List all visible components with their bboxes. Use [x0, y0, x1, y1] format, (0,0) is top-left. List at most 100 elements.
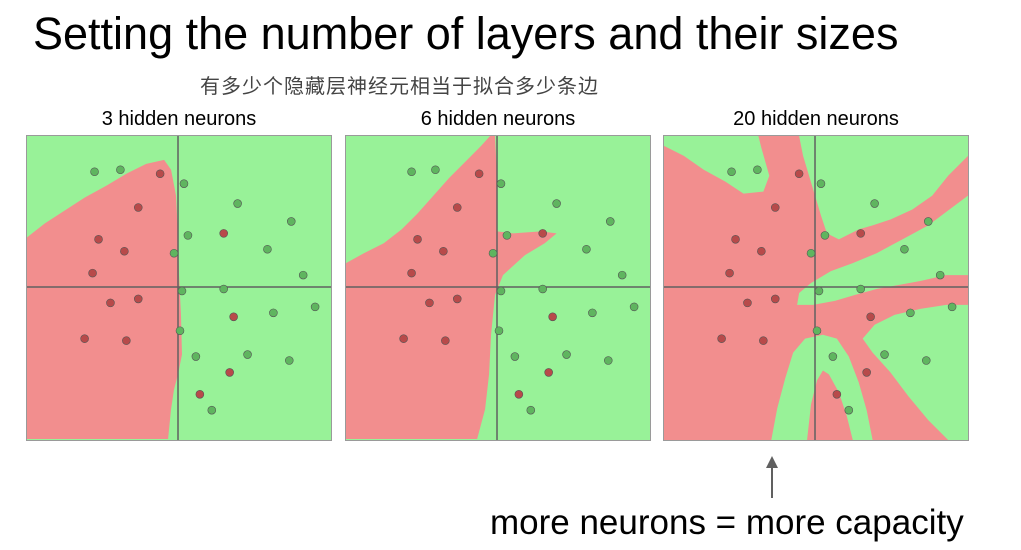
green-point [285, 356, 294, 365]
red-point [452, 203, 462, 212]
red-point [195, 390, 205, 399]
green-point [906, 308, 915, 318]
green-point [816, 179, 826, 188]
red-point [743, 298, 752, 308]
red-point [832, 390, 842, 399]
red-point [866, 312, 875, 322]
red-point [538, 229, 547, 238]
red-point [548, 312, 557, 322]
green-point [263, 244, 272, 254]
green-point [191, 352, 201, 361]
red-point [94, 235, 103, 244]
green-region [797, 195, 968, 305]
red-point [856, 229, 865, 238]
red-point [770, 294, 780, 304]
red-point [757, 246, 766, 256]
green-point [604, 356, 613, 365]
green-point [814, 286, 824, 296]
red-point [229, 312, 238, 322]
green-point [582, 244, 591, 254]
green-point [116, 165, 125, 175]
red-point [544, 368, 553, 377]
up-arrow-icon [766, 456, 778, 498]
red-point [425, 298, 434, 308]
red-point [120, 246, 129, 256]
panel-label: 20 hidden neurons [733, 108, 899, 130]
green-point [900, 244, 909, 254]
red-point [413, 235, 422, 244]
red-point [133, 294, 143, 304]
red-point [770, 203, 780, 212]
red-point [399, 334, 408, 343]
red-point [794, 169, 804, 179]
green-point [219, 284, 228, 294]
red-point [106, 298, 115, 308]
green-point [605, 217, 615, 226]
green-point [183, 231, 193, 240]
green-point [496, 286, 506, 296]
red-point [731, 235, 740, 244]
green-point [310, 302, 320, 312]
green-region [799, 136, 968, 240]
green-region [664, 136, 770, 194]
green-point [496, 179, 506, 188]
red-point [441, 336, 450, 345]
green-point [588, 308, 597, 318]
red-point [407, 268, 416, 278]
green-point [90, 167, 99, 177]
panel-3-neurons: 3 hidden neurons [26, 105, 332, 441]
decision-boundary-plot [345, 135, 651, 441]
slide-title: Setting the number of layers and their s… [33, 8, 899, 59]
green-point [177, 286, 187, 296]
green-point [629, 302, 639, 312]
red-point [862, 368, 871, 377]
green-point [870, 199, 879, 208]
green-point [169, 248, 179, 258]
red-point [514, 390, 524, 399]
green-point [286, 217, 296, 226]
green-point [488, 248, 498, 258]
green-point [269, 308, 278, 318]
red-point [725, 268, 734, 278]
green-region [862, 304, 968, 440]
green-point [431, 165, 440, 175]
red-point [219, 229, 228, 238]
green-point [828, 352, 838, 361]
green-point [753, 165, 762, 175]
green-point [923, 217, 933, 226]
red-region [27, 159, 182, 440]
decision-boundary-plot [663, 135, 969, 441]
red-point [225, 368, 234, 377]
red-point [80, 334, 89, 343]
capacity-caption: more neurons = more capacity [490, 503, 964, 542]
green-point [820, 231, 830, 240]
red-point [155, 169, 165, 179]
green-point [407, 167, 416, 177]
red-point [759, 336, 768, 345]
panel-label: 6 hidden neurons [420, 108, 576, 130]
green-point [922, 356, 931, 365]
green-point [617, 270, 627, 280]
green-point [179, 179, 189, 188]
green-point [806, 248, 816, 258]
red-point [133, 203, 143, 212]
green-point [510, 352, 520, 361]
red-point [88, 268, 97, 278]
red-point [439, 246, 448, 256]
green-point [935, 270, 945, 280]
green-point [175, 326, 185, 335]
red-point [122, 336, 131, 345]
green-point [243, 350, 252, 359]
red-point [717, 334, 726, 343]
green-point [562, 350, 571, 359]
green-point [880, 350, 889, 359]
slide-subtitle: 有多少个隐藏层神经元相当于拟合多少条边 [200, 74, 599, 98]
green-point [233, 199, 242, 208]
green-point [552, 199, 561, 208]
panel-6-neurons: 6 hidden neurons [345, 105, 651, 441]
green-point [812, 326, 822, 335]
panel-20-neurons: 20 hidden neurons [663, 105, 969, 441]
green-point [494, 326, 504, 335]
green-point [538, 284, 547, 294]
green-point [207, 405, 217, 415]
